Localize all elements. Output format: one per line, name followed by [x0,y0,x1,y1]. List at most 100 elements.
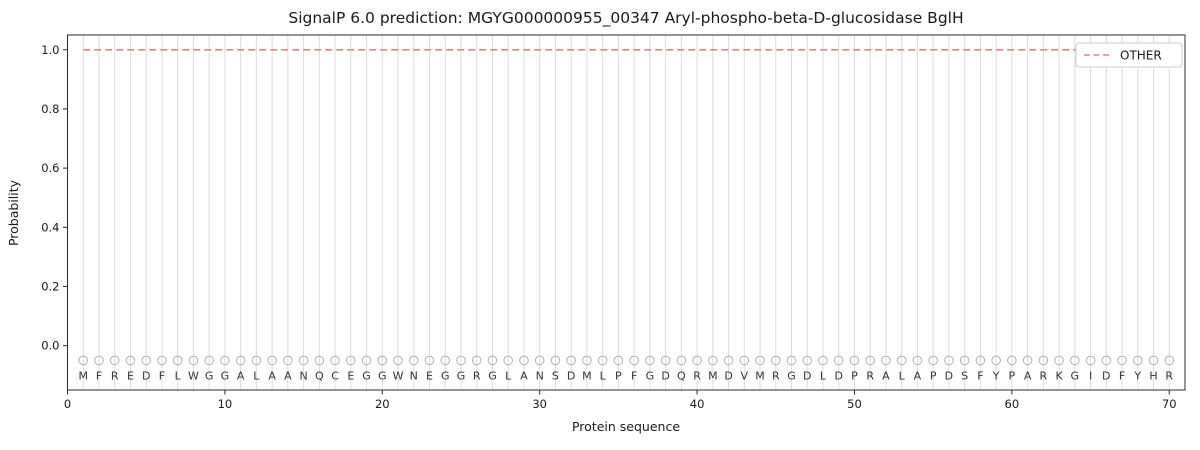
residue-letter: V [741,369,749,382]
residue-marker [912,355,923,366]
residue-marker [1038,355,1049,366]
residue-letter: G [441,369,450,382]
residue-letter: G [787,369,796,382]
residue-marker [1132,355,1143,366]
residue-marker [204,355,214,366]
residue-letter: N [299,369,307,382]
residue-letter: P [1009,369,1016,382]
residue-letter: R [1165,369,1173,382]
residue-letter: I [1089,369,1092,382]
y-tick-label: 0.8 [41,102,59,116]
y-axis-label: Probability [6,179,21,246]
residue-letter: D [834,369,842,382]
residue-marker [1070,355,1080,366]
y-tick-label: 0.2 [41,279,59,293]
residue-marker [141,355,151,366]
residue-marker [283,355,293,366]
residue-marker [645,355,655,366]
residue-marker [1022,355,1033,366]
residue-letter: Y [992,369,1000,382]
residue-marker [361,355,372,366]
residue-letter: M [708,369,718,382]
residue-marker [314,355,325,366]
residue-marker [424,355,435,366]
residue-letter: S [961,369,968,382]
y-tick-label: 0.6 [41,161,59,175]
residue-letter: S [552,369,559,382]
residue-marker [377,355,388,366]
residue-letter: R [866,369,874,382]
x-tick-label: 10 [218,397,233,411]
residue-marker [487,355,498,366]
residue-letter: D [803,369,811,382]
residue-letter: G [646,369,655,382]
x-tick-label: 50 [847,397,862,411]
residue-letter: N [410,369,418,382]
residue-letter: G [488,369,497,382]
residue-marker [786,355,797,366]
residue-marker [928,355,938,366]
x-tick-label: 40 [690,397,705,411]
residue-marker [629,355,639,366]
residue-letter: M [582,369,592,382]
residue-letter: L [505,369,512,382]
residue-letter: P [930,369,937,382]
residue-letter: L [899,369,906,382]
residue-letter: M [78,369,88,382]
residue-marker [94,355,104,366]
residue-letter: R [111,369,119,382]
legend: OTHER [1075,42,1183,68]
residue-marker [802,355,813,366]
residue-marker [393,355,403,366]
residue-marker [550,355,561,366]
residue-letter: R [1040,369,1048,382]
residue-marker [346,355,356,366]
residue-letter: K [1055,369,1063,382]
residue-letter: A [882,369,890,382]
x-axis-label: Protein sequence [572,419,680,434]
y-tick-label: 1.0 [41,43,59,57]
residue-letter: G [1071,369,1080,382]
residue-letter: A [914,369,922,382]
residue-letter: E [426,369,433,382]
residue-letter: D [945,369,953,382]
residue-letter: A [268,369,276,382]
x-tick-label: 30 [532,397,547,411]
residue-letter: A [284,369,292,382]
residue-marker [125,355,136,366]
residue-marker [534,355,545,366]
residue-marker [849,355,860,366]
residue-letter: L [253,369,260,382]
x-tick-label: 60 [1005,397,1020,411]
residue-letter: F [1119,369,1125,382]
residue-marker [723,355,734,366]
residue-letter: R [693,369,701,382]
residue-letter: W [393,369,404,382]
residue-marker [251,355,262,366]
residue-letter: F [159,369,165,382]
residue-marker [739,355,750,366]
residue-marker [330,355,340,366]
chart-title: SignalP 6.0 prediction: MGYG000000955_00… [288,9,963,28]
residue-letter: C [331,369,339,382]
residue-marker [220,355,230,366]
residue-marker [833,355,844,366]
residue-marker [519,355,529,366]
axes-frame [67,34,1186,391]
residue-marker [1101,355,1112,366]
residue-marker [566,355,576,366]
residue-letter: W [188,369,199,382]
residue-marker [298,355,309,366]
residue-letter: P [851,369,858,382]
residue-letter: L [820,369,827,382]
residue-marker [770,355,781,366]
residue-marker [1117,355,1127,366]
residue-letter: F [96,369,102,382]
residue-letter: L [175,369,182,382]
residue-marker [267,355,277,366]
residue-marker [944,355,954,366]
residue-letter: G [362,369,371,382]
residue-marker [676,355,687,366]
